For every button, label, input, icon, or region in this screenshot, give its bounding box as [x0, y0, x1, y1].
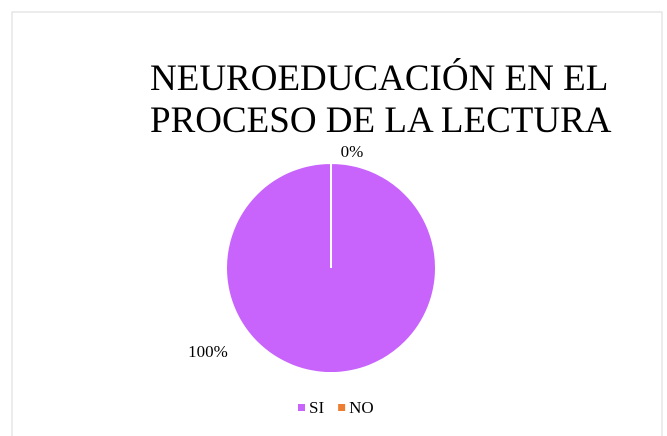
chart-frame	[11, 11, 663, 436]
data-label: 0%	[341, 142, 364, 161]
legend-swatch	[298, 404, 305, 411]
legend-label: SI	[309, 398, 324, 417]
chart-title: NEUROEDUCACIÓN EN EL PROCESO DE LA LECTU…	[150, 58, 612, 141]
legend-swatch	[338, 404, 346, 411]
data-label: 100%	[188, 342, 228, 361]
legend-label: NO	[349, 398, 374, 417]
